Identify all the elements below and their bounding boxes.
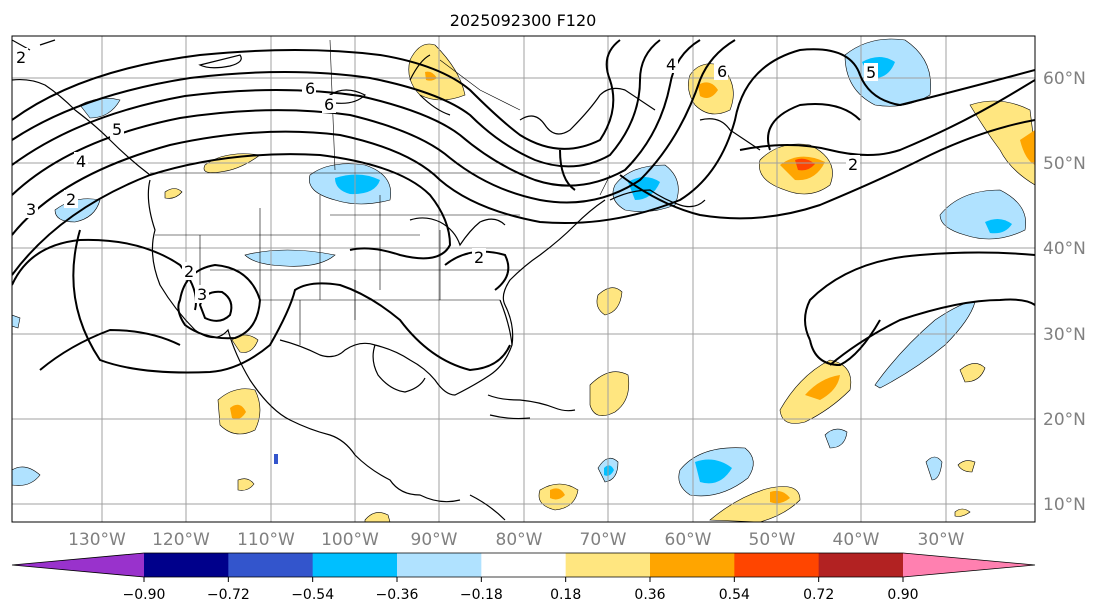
pos-patch	[408, 43, 466, 101]
neg-core	[274, 454, 278, 464]
colorbar-tick-label: −0.72	[207, 587, 250, 603]
contour-label: 6	[324, 95, 334, 114]
pos-core	[230, 404, 246, 420]
pos-patch	[237, 478, 255, 491]
pos-core	[770, 490, 790, 504]
colorbar-segment	[228, 553, 314, 577]
pos-patch	[589, 371, 629, 417]
colorbar-tick-label: 0.90	[887, 587, 918, 603]
contour-label: 5	[112, 120, 122, 139]
neg-patch	[244, 249, 336, 267]
lon-label: 50°W	[749, 530, 796, 550]
pos-core	[1020, 130, 1035, 165]
contour-label: 6	[305, 79, 315, 98]
lon-label: 120°W	[152, 530, 210, 550]
contour-label: 2	[184, 262, 194, 281]
pos-patch	[957, 460, 976, 473]
map-frame	[11, 35, 1036, 523]
latitude-labels: 60°N 50°N 40°N 30°N 20°N 10°N	[1043, 69, 1086, 515]
colorbar-tick-label: 0.18	[550, 587, 581, 603]
lat-label: 60°N	[1043, 69, 1086, 89]
colorbar-tick-label: −0.36	[376, 587, 419, 603]
contour-label: 2	[848, 155, 858, 174]
map-title: 2025092300 F120	[450, 11, 597, 30]
lat-label: 10°N	[1043, 495, 1086, 515]
lon-label: 100°W	[321, 530, 379, 550]
pos-core	[698, 82, 718, 98]
colorbar-segment	[650, 553, 735, 577]
colorbar: −0.90 −0.72 −0.54 −0.36 −0.18 0.18 0.36 0.54 0.7…	[11, 552, 1036, 603]
colorbar-tick-label: −0.54	[291, 587, 334, 603]
pos-patch	[969, 100, 1035, 186]
contour-label: 4	[666, 55, 676, 74]
colorbar-segment	[481, 553, 567, 577]
pos-patch	[954, 508, 971, 517]
lon-label: 40°W	[833, 530, 880, 550]
lon-label: 90°W	[411, 530, 458, 550]
colorbar-segment	[312, 553, 398, 577]
neg-core	[335, 174, 380, 195]
contour-label: 6	[717, 62, 727, 81]
lon-label: 30°W	[918, 530, 965, 550]
pos-core	[805, 375, 840, 400]
pos-patch	[959, 363, 986, 383]
neg-patch	[12, 314, 21, 329]
colorbar-segment	[144, 553, 229, 577]
lat-label: 40°N	[1043, 239, 1086, 259]
colorbar-segment	[818, 553, 904, 577]
lat-label: 50°N	[1043, 154, 1086, 174]
pos-core	[550, 488, 565, 500]
height-contours	[12, 39, 1035, 374]
coastlines	[12, 39, 761, 521]
colorbar-tick-label: 0.72	[803, 587, 834, 603]
map-content: 6 6 5 4 3 2 2 3 2 2 4 6 5 2	[12, 36, 1035, 522]
lat-label: 30°N	[1043, 325, 1086, 345]
contour-label: 5	[866, 63, 876, 82]
lat-label: 20°N	[1043, 410, 1086, 430]
colorbar-tick-label: −0.18	[460, 587, 503, 603]
lon-label: 70°W	[580, 530, 627, 550]
colorbar-extend-low	[12, 553, 144, 577]
neg-patch	[925, 456, 943, 481]
lon-label: 130°W	[68, 530, 126, 550]
neg-patch	[12, 466, 41, 486]
pos-core	[795, 158, 815, 171]
contour-label-group: 6 6 5 4 3 2 2 3 2 2 4 6 5 2	[14, 48, 878, 304]
neg-core	[985, 218, 1012, 234]
colorbar-segment	[397, 553, 482, 577]
colorbar-tick-label: −0.90	[123, 587, 166, 603]
colorbar-tick-label: 0.54	[719, 587, 750, 603]
pos-patch	[596, 287, 623, 316]
contour-label: 2	[474, 248, 484, 267]
longitude-labels: 130°W 120°W 110°W 100°W 90°W 80°W 70°W 6…	[68, 530, 965, 550]
contour-label: 2	[66, 190, 76, 209]
contour-label: 3	[26, 200, 36, 219]
neg-patch	[824, 428, 848, 449]
contour-label: 3	[197, 285, 207, 304]
neg-core	[695, 459, 732, 484]
pos-patch	[364, 512, 391, 522]
lon-label: 60°W	[665, 530, 712, 550]
pos-patch	[164, 188, 183, 199]
lon-label: 110°W	[237, 530, 295, 550]
political-borders	[150, 39, 611, 345]
colorbar-segment	[565, 553, 651, 577]
colorbar-extend-high	[903, 553, 1035, 577]
colorbar-segment	[734, 553, 820, 577]
contour-label: 4	[76, 152, 86, 171]
lon-label: 80°W	[496, 530, 543, 550]
contour-label: 2	[16, 48, 26, 67]
colorbar-tick-label: 0.36	[634, 587, 665, 603]
neg-core	[604, 465, 614, 476]
